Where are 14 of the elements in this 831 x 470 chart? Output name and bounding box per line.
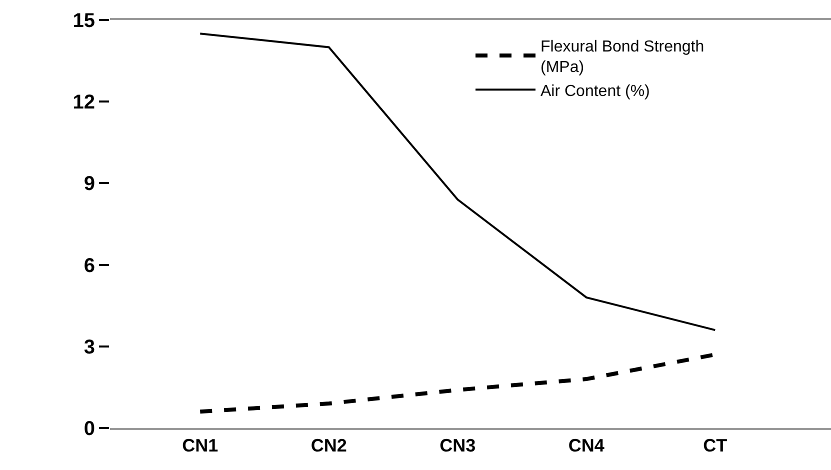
y-tick-label: 6 xyxy=(84,254,95,277)
x-tick-label: CN1 xyxy=(182,436,218,456)
line-series xyxy=(199,32,716,332)
y-tick-label: 0 xyxy=(84,418,95,440)
legend-label: Flexural Bond Strength (MPa) xyxy=(540,38,704,76)
x-tick-label: CN3 xyxy=(440,436,476,456)
y-tick-label: 12 xyxy=(72,92,95,114)
x-tick-label: CT xyxy=(703,436,728,456)
x-tick-label: CN2 xyxy=(310,436,347,456)
x-tick-label: CN4 xyxy=(568,436,604,456)
y-tick-label: 15 xyxy=(72,10,95,32)
y-tick-label: 9 xyxy=(84,173,95,196)
y-tick-label: 3 xyxy=(84,336,95,358)
legend-label: Air Content (%) xyxy=(540,82,650,100)
